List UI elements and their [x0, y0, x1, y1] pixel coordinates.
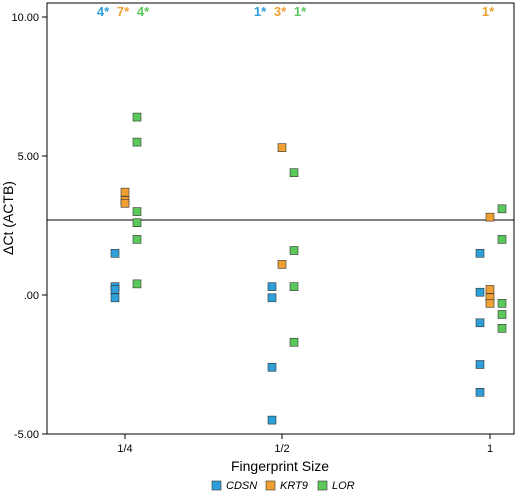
- x-tick-label: 1: [487, 443, 493, 455]
- y-tick-label: 5.00: [18, 151, 39, 163]
- legend-label-lor: LOR: [332, 480, 355, 491]
- point-lor: [289, 282, 299, 291]
- point-cdsn: [110, 285, 120, 294]
- significance-label: 1*: [482, 4, 495, 19]
- ticks-layer: 10.00 5.00 .00 -5.00 1/4 1/2 1: [11, 12, 493, 455]
- legend-label-cdsn: CDSN: [226, 480, 257, 491]
- y-tick-label: .00: [24, 290, 39, 302]
- plot-area: [46, 2, 515, 435]
- y-tick-label: -5.00: [14, 429, 39, 441]
- point-lor: [132, 218, 142, 228]
- x-tick-label: 1/4: [117, 443, 132, 455]
- legend-swatch-cdsn: [211, 480, 222, 491]
- point-lor: [497, 299, 507, 308]
- annotations-layer: 4* 7* 4* 1* 3* 1* 1*: [97, 4, 495, 19]
- significance-label: 4*: [97, 4, 110, 19]
- point-cdsn: [267, 293, 277, 303]
- x-tick-label: 1/2: [274, 443, 289, 455]
- point-lor: [132, 207, 142, 216]
- point-cdsn: [267, 362, 277, 372]
- point-krt9: [485, 299, 495, 308]
- point-lor: [132, 137, 142, 147]
- point-lor: [289, 246, 299, 255]
- legend-swatch-lor: [317, 480, 328, 491]
- x-axis-title: Fingerprint Size: [231, 458, 329, 474]
- significance-label: 1*: [294, 4, 307, 19]
- point-cdsn: [110, 293, 120, 303]
- points-layer: [110, 112, 507, 425]
- significance-label: 3*: [274, 4, 287, 19]
- point-cdsn: [475, 387, 485, 397]
- point-cdsn: [475, 249, 485, 258]
- legend: CDSN KRT9 LOR: [211, 480, 355, 491]
- point-cdsn: [475, 287, 485, 297]
- point-krt9: [485, 212, 495, 222]
- point-krt9: [120, 198, 130, 208]
- point-lor: [497, 324, 507, 333]
- y-tick-label: 10.00: [11, 12, 39, 24]
- point-lor: [132, 279, 142, 289]
- point-lor: [289, 168, 299, 177]
- significance-label: 4*: [137, 4, 150, 19]
- point-krt9: [120, 187, 130, 197]
- y-axis-title: ΔCt (ACTB): [0, 181, 16, 255]
- point-cdsn: [475, 360, 485, 369]
- legend-swatch-krt9: [265, 480, 276, 491]
- point-cdsn: [110, 249, 120, 258]
- point-lor: [497, 204, 507, 214]
- legend-label-krt9: KRT9: [280, 480, 308, 491]
- point-cdsn: [475, 318, 485, 328]
- point-lor: [132, 235, 142, 244]
- point-cdsn: [267, 415, 277, 425]
- point-krt9: [277, 143, 287, 152]
- point-krt9: [277, 260, 287, 269]
- point-lor: [132, 112, 142, 122]
- significance-label: 1*: [254, 4, 267, 19]
- significance-label: 7*: [117, 4, 130, 19]
- point-lor: [497, 310, 507, 319]
- point-lor: [497, 235, 507, 244]
- point-lor: [289, 337, 299, 347]
- point-krt9: [485, 285, 495, 294]
- point-cdsn: [267, 282, 277, 291]
